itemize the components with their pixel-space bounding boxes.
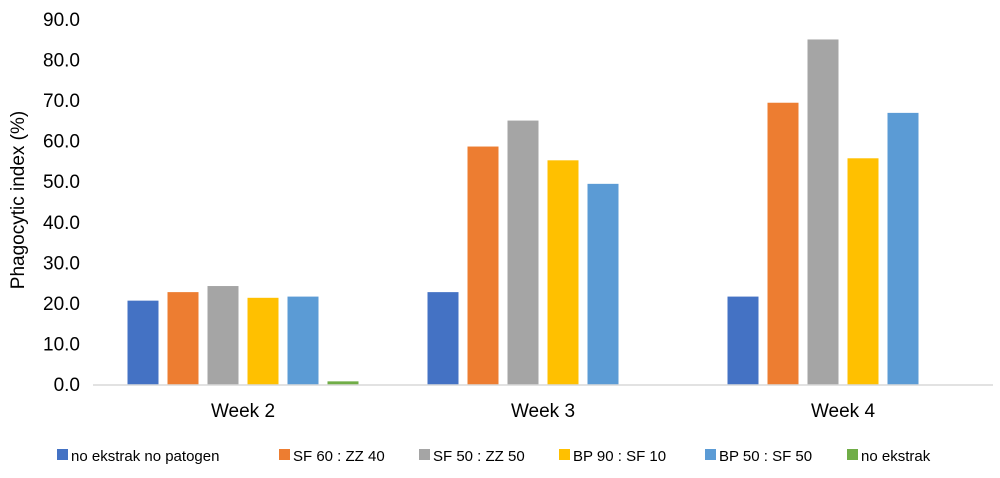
legend-label: SF 60 : ZZ 40 xyxy=(293,448,385,465)
y-axis-ticks: 0.0 10.0 20.0 30.0 40.0 50.0 60.0 70.0 80.0 90.0 xyxy=(43,10,80,396)
legend-swatch xyxy=(419,449,430,460)
legend-swatch xyxy=(705,449,716,460)
bar xyxy=(847,158,879,385)
bar xyxy=(467,146,499,385)
bar xyxy=(727,296,759,385)
y-tick-label: 50.0 xyxy=(43,172,80,193)
bar xyxy=(167,292,199,385)
legend: no ekstrak no patogen SF 60 : ZZ 40 SF 50 … xyxy=(57,448,931,465)
bar xyxy=(327,381,359,385)
legend-label: BP 90 : SF 10 xyxy=(573,448,666,465)
bar xyxy=(767,102,799,385)
legend-label: no ekstrak xyxy=(861,448,931,465)
bar xyxy=(547,160,579,385)
x-category-label: Week 2 xyxy=(211,401,275,422)
y-axis-label: Phagocytic index (%) xyxy=(8,111,29,289)
x-axis-categories: Week 2 Week 3 Week 4 xyxy=(211,401,876,422)
y-tick-label: 0.0 xyxy=(54,375,80,396)
legend-label: SF 50 : ZZ 50 xyxy=(433,448,525,465)
y-tick-label: 30.0 xyxy=(43,253,80,274)
bar xyxy=(247,297,279,385)
bar xyxy=(427,292,459,385)
y-tick-label: 40.0 xyxy=(43,213,80,234)
y-tick-label: 90.0 xyxy=(43,10,80,31)
legend-swatch xyxy=(57,449,68,460)
bar xyxy=(207,286,239,385)
x-category-label: Week 4 xyxy=(811,401,876,422)
y-tick-label: 10.0 xyxy=(43,334,80,355)
bar xyxy=(587,183,619,385)
y-tick-label: 60.0 xyxy=(43,132,80,153)
legend-label: no ekstrak no patogen xyxy=(71,448,219,465)
y-tick-label: 70.0 xyxy=(43,91,80,112)
y-tick-label: 20.0 xyxy=(43,294,80,315)
legend-label: BP 50 : SF 50 xyxy=(719,448,812,465)
legend-swatch xyxy=(279,449,290,460)
bar xyxy=(807,39,839,385)
bar xyxy=(887,112,919,385)
x-category-label: Week 3 xyxy=(511,401,575,422)
legend-swatch xyxy=(847,449,858,460)
bar xyxy=(507,120,539,386)
bar xyxy=(127,300,159,385)
y-tick-label: 80.0 xyxy=(43,51,80,72)
bar-series-group xyxy=(127,39,919,386)
bar xyxy=(287,296,319,385)
legend-swatch xyxy=(559,449,570,460)
